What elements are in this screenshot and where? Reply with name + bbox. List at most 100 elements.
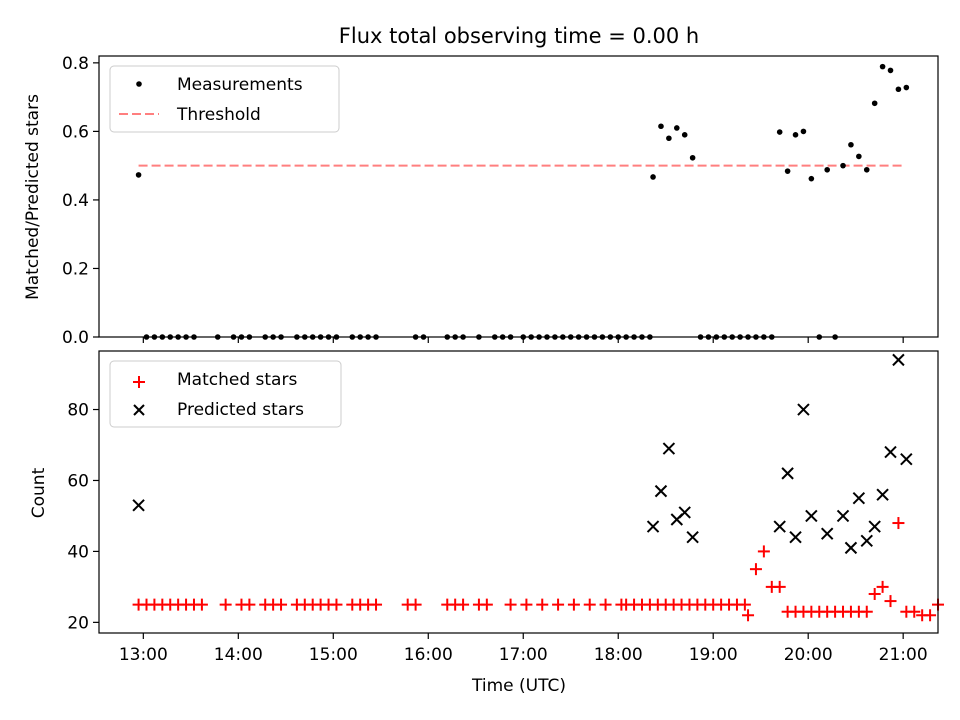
matched-star-point [738,598,751,611]
predicted-star-point [686,531,699,544]
measurement-point [903,84,910,91]
matched-star-point [330,598,343,611]
predicted-star-point [852,492,866,505]
bottom-y-axis-label: Count [29,467,49,518]
matched-star-point [876,580,889,593]
top-legend-frame [109,65,340,133]
measurement-point [895,86,902,93]
x-tick-label: 16:00 [404,645,453,665]
predicted-star-point [884,445,897,459]
top-y-axis-label: Matched/Predicted stars [23,94,43,300]
top-panel: 0.00.20.40.60.8 Matched/Predicted stars … [23,54,939,348]
predicted-star-point [654,484,668,498]
predicted-star-point [789,531,802,544]
matched-star-point [219,598,232,611]
measurement-point [776,129,783,135]
x-tick-label: 21:00 [879,645,928,665]
bottom-y-tick-label: 20 [67,613,89,633]
top-y-tick-label: 0.2 [62,259,89,279]
measurement-point [863,166,870,173]
measurement-point [824,166,830,173]
legend-marker-matched [133,376,145,388]
top-y-tick-label: 0.0 [62,328,89,348]
matched-star-point [757,545,770,558]
predicted-star-point [132,499,145,512]
predicted-star-point [860,534,873,547]
bottom-y-tick-label: 60 [67,471,89,491]
predicted-star-point [662,442,676,455]
predicted-star-point [892,353,905,367]
measurement-point [808,175,815,182]
predicted-star-point [678,506,691,519]
measurement-point [792,132,799,138]
predicted-star-point [868,520,881,533]
matched-star-point [599,598,612,611]
matched-star-point [195,598,208,611]
measurement-point [848,141,854,148]
bottom-y-tick-label: 40 [67,542,89,562]
matched-star-point [583,598,596,611]
measurement-point [650,174,656,180]
x-tick-label: 20:00 [784,645,833,665]
matched-star-point [370,598,383,611]
matched-star-point [742,609,755,622]
predicted-star-point [805,509,818,523]
legend-marker-measurements [136,81,142,87]
predicted-star-point [820,527,834,540]
measurement-point [674,125,680,131]
top-y-axis: 0.0 0.2 0.4 0.6 0.8 [62,54,904,348]
measurement-point [856,153,862,160]
measurement-point [135,172,142,178]
legend-label-matched: Matched stars [177,370,297,390]
matched-star-point [567,598,580,611]
measurement-point [681,132,688,138]
predicted-star-point [844,541,858,555]
x-tick-label: 18:00 [594,645,643,665]
matched-star-point [520,598,533,611]
measurement-point [689,154,696,161]
predicted-star-point [836,509,850,523]
predicted-star-point [646,520,660,533]
measurement-point [658,123,664,130]
matched-star-point [480,598,493,611]
matched-star-point [504,598,517,611]
bottom-legend: Matched stars Predicted stars [109,360,342,428]
top-legend: Measurements Threshold [109,65,340,133]
bottom-legend-frame [109,360,342,428]
matched-star-point [536,598,549,611]
matched-star-point [892,517,905,530]
matched-star-point [924,609,937,622]
x-axis: 13:00 14:00 15:00 16:00 17:00 18:00 19:00 20:00… [119,633,928,665]
matched-star-point [773,580,786,593]
matched-star-point [884,595,897,608]
chart-title: Flux total observing time = 0.00 h [339,24,699,48]
measurement-point [840,162,846,169]
bottom-axes-frame [98,350,939,634]
bottom-y-axis: 20 40 60 80 [67,401,99,633]
predicted-star-point [781,467,794,480]
matched-star-point [552,598,565,611]
x-tick-label: 17:00 [499,645,548,665]
x-axis-label: Time (UTC) [471,676,566,696]
x-tick-label: 14:00 [214,645,263,665]
matched-star-point [457,598,470,611]
top-y-tick-label: 0.8 [62,54,89,74]
predicted-star-point [900,452,913,466]
matched-star-point [749,563,762,576]
matched-star-point [908,605,921,618]
x-tick-label: 13:00 [119,645,168,665]
measurement-point [666,135,672,142]
measurement-point [887,67,894,74]
top-plot-area [135,63,910,340]
top-y-tick-label: 0.4 [62,191,89,211]
measurement-point [871,100,878,107]
predicted-star-point [797,403,810,416]
matched-star-point [868,587,881,600]
legend-marker-predicted [133,404,145,416]
matched-star-point [275,598,288,611]
measurement-point [800,128,807,135]
bottom-y-tick-label: 80 [67,401,89,421]
legend-label-predicted: Predicted stars [177,400,304,420]
x-tick-label: 19:00 [689,645,738,665]
